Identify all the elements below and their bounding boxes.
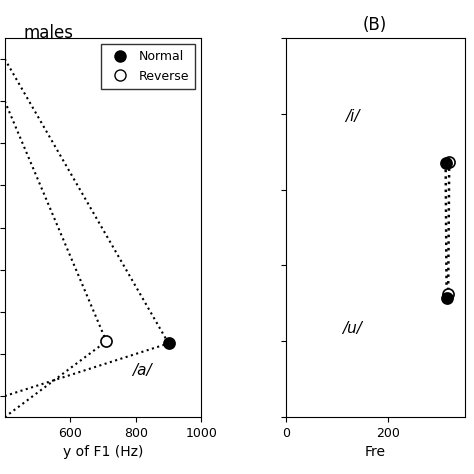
Legend: Normal, Reverse: Normal, Reverse [101,44,195,89]
Text: /u/: /u/ [342,321,362,336]
X-axis label: Fre: Fre [365,446,386,459]
X-axis label: y of F1 (Hz): y of F1 (Hz) [63,446,143,459]
Title: (B): (B) [363,16,387,34]
Text: males: males [24,24,73,42]
Text: /a/: /a/ [133,363,152,378]
Text: /i/: /i/ [345,109,359,124]
